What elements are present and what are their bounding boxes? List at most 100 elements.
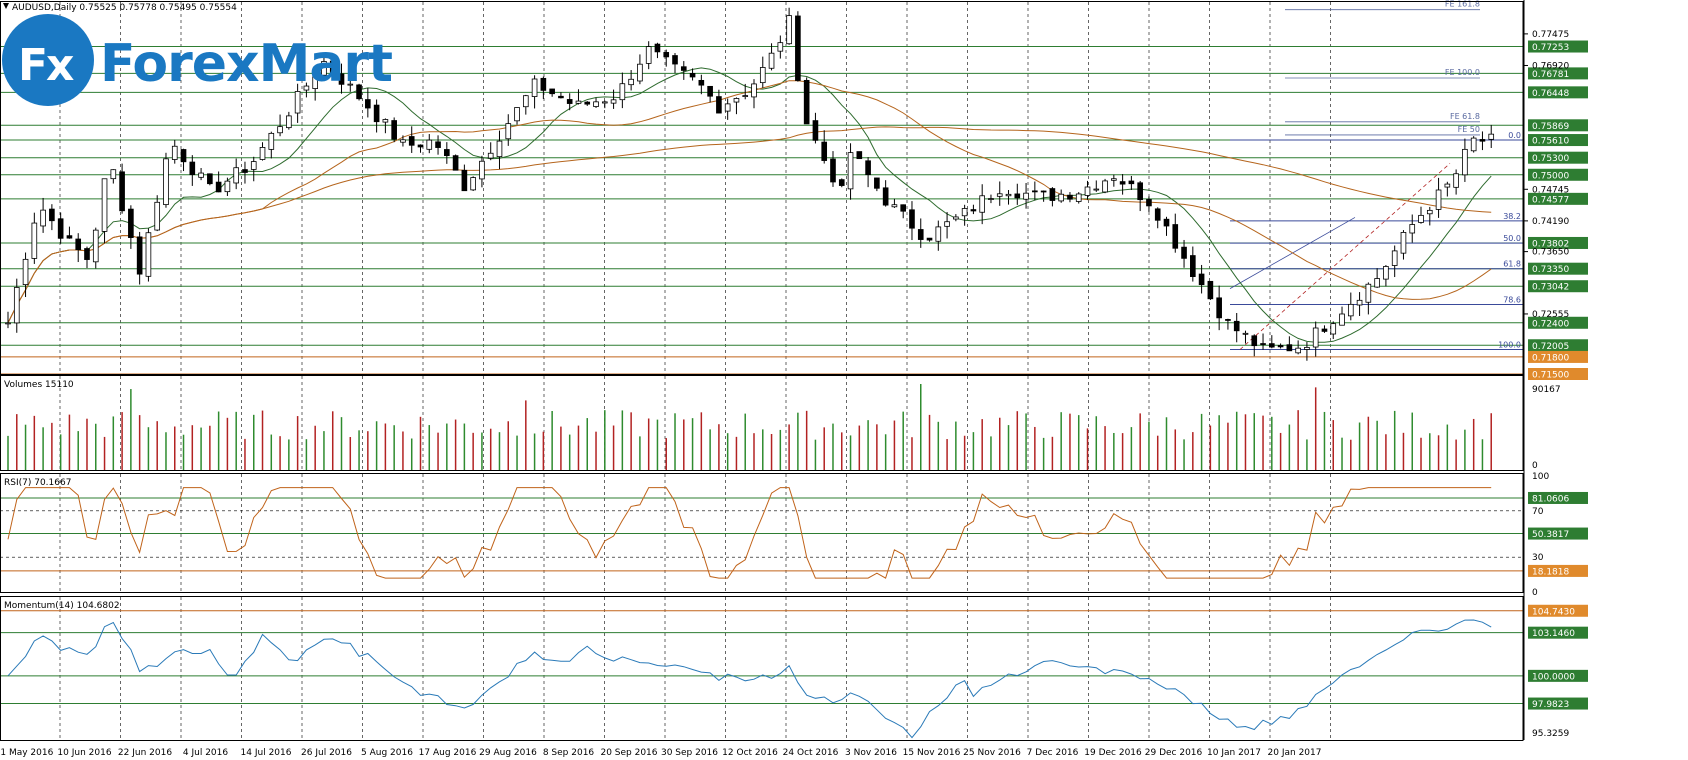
candle-body <box>1304 347 1310 350</box>
candle-body <box>979 195 986 213</box>
candle-body <box>1198 273 1205 286</box>
candle-body <box>812 120 819 141</box>
candle-body <box>1058 193 1064 202</box>
level-badge <box>1528 192 1588 205</box>
candle-body <box>1119 181 1126 185</box>
candle-body <box>417 144 424 148</box>
candle-body <box>233 167 240 184</box>
panel-frame <box>0 473 1524 593</box>
candle-body <box>522 95 529 108</box>
candle-body <box>487 152 494 159</box>
candle-body <box>215 181 222 193</box>
candle-body <box>479 160 485 180</box>
candle-body <box>277 126 283 134</box>
candle-body <box>1391 250 1398 266</box>
candle-body <box>128 208 134 238</box>
momentum-indicator <box>0 610 1523 739</box>
candle-body <box>1163 218 1170 227</box>
candle-body <box>610 99 617 104</box>
panel-frames <box>0 1 1524 741</box>
fib-level-label: 78.6 <box>1503 296 1521 305</box>
level-badge-label: 0.76448 <box>1532 89 1569 99</box>
candle-body <box>1312 327 1319 348</box>
candle-body <box>786 15 792 45</box>
candle-body <box>663 52 670 58</box>
candle-body <box>1383 266 1389 280</box>
candle-body <box>751 83 757 98</box>
candle-body <box>768 52 775 69</box>
candle-body <box>724 103 731 112</box>
candle-body <box>1172 224 1179 249</box>
candle-body <box>759 67 766 84</box>
candle-body <box>461 169 468 192</box>
candle-body <box>1049 188 1056 201</box>
rsi-title: RSI(7) 70.1667 <box>4 478 71 488</box>
candle-body <box>531 78 538 97</box>
candle-body <box>847 152 854 190</box>
candle-body <box>242 169 248 173</box>
candle-body <box>1453 173 1459 188</box>
moving-average-line <box>7 126 1492 324</box>
panel-frame <box>0 1 1524 375</box>
level-badge <box>1528 339 1588 352</box>
candle-body <box>549 88 555 95</box>
candle-body <box>619 83 626 101</box>
candle-body <box>882 187 889 206</box>
y-tick-label: 0.72555 <box>1532 310 1569 320</box>
candle-body <box>505 123 512 140</box>
candle-body <box>136 236 143 275</box>
candle-body <box>312 75 318 89</box>
logo-brand: ForexMart <box>100 34 393 94</box>
rsi-tick-label: 30 <box>1532 553 1544 563</box>
candle-body <box>207 173 213 185</box>
x-tick-label: 10 Jan 2017 <box>1207 748 1261 758</box>
logo-mark: Fx <box>2 14 94 106</box>
candle-body <box>1102 180 1108 193</box>
candle-body <box>250 161 257 170</box>
x-tick-label: 7 Dec 2016 <box>1027 748 1079 758</box>
x-tick-label: 31 May 2016 <box>0 748 54 758</box>
candle-body <box>1251 335 1258 347</box>
candle-body <box>1233 320 1240 332</box>
level-badge <box>1528 119 1588 132</box>
candle-body <box>1093 188 1100 191</box>
momentum-tick-label: 95.3259 <box>1532 729 1569 739</box>
level-badge <box>1528 262 1588 275</box>
candle-body <box>444 149 450 156</box>
level-badge <box>1528 151 1588 164</box>
candle-body <box>66 235 73 239</box>
candle-body <box>1321 328 1328 332</box>
fe-label: FE 50 <box>1458 125 1480 134</box>
candle-body <box>365 99 371 109</box>
x-tick-label: 15 Nov 2016 <box>903 748 961 758</box>
candle-body <box>698 79 705 86</box>
candle-body <box>926 237 933 241</box>
candle-body <box>1154 208 1161 221</box>
candle-body <box>496 140 503 158</box>
level-badge-label: 0.73042 <box>1532 283 1569 293</box>
x-tick-label: 22 Jun 2016 <box>118 748 172 758</box>
candle-body <box>329 60 336 74</box>
fib-level-label: 38.2 <box>1503 212 1521 221</box>
level-badge <box>1528 236 1588 249</box>
candle-body <box>830 158 836 183</box>
level-badge <box>1528 368 1588 380</box>
candle-body <box>101 178 108 232</box>
candle-body <box>189 161 196 176</box>
x-tick-label: 17 Aug 2016 <box>419 748 477 758</box>
candle-body <box>1418 214 1424 223</box>
candle-body <box>733 98 740 103</box>
x-tick-label: 29 Dec 2016 <box>1145 748 1203 758</box>
level-badge-label: 0.75610 <box>1532 137 1569 147</box>
rsi-level-badge <box>1528 527 1588 540</box>
level-badge-label: 0.75000 <box>1532 171 1569 181</box>
candle-body <box>558 95 564 99</box>
rsi-level-label: 50.3817 <box>1532 530 1569 540</box>
candle-body <box>1216 297 1222 319</box>
candle-body <box>716 96 722 114</box>
rsi-level-label: 81.0606 <box>1532 494 1569 504</box>
candle-body <box>803 79 810 125</box>
candle-body <box>5 322 11 325</box>
x-tick-label: 24 Oct 2016 <box>783 748 839 758</box>
x-tick-label: 20 Sep 2016 <box>600 748 657 758</box>
